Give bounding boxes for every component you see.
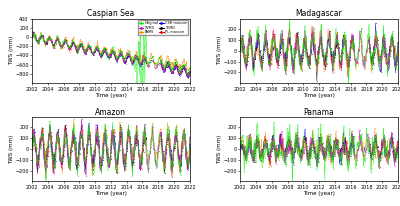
Title: Panama: Panama bbox=[304, 108, 334, 117]
Y-axis label: TWS (mm): TWS (mm) bbox=[9, 36, 14, 66]
X-axis label: Time (year): Time (year) bbox=[303, 93, 335, 98]
X-axis label: Time (year): Time (year) bbox=[95, 191, 127, 196]
Y-axis label: TWS (mm): TWS (mm) bbox=[217, 134, 222, 164]
Y-axis label: TWS (mm): TWS (mm) bbox=[217, 36, 222, 66]
Title: Caspian Sea: Caspian Sea bbox=[87, 9, 134, 19]
X-axis label: Time (year): Time (year) bbox=[95, 93, 127, 98]
Legend: Original, TVMD, FAMS, CSR mascon, TEMD, JPL mascon: Original, TVMD, FAMS, CSR mascon, TEMD, … bbox=[138, 20, 188, 35]
Y-axis label: TWS (mm): TWS (mm) bbox=[9, 134, 14, 164]
Title: Madagascar: Madagascar bbox=[296, 9, 342, 19]
X-axis label: Time (year): Time (year) bbox=[303, 191, 335, 196]
Title: Amazon: Amazon bbox=[95, 108, 126, 117]
